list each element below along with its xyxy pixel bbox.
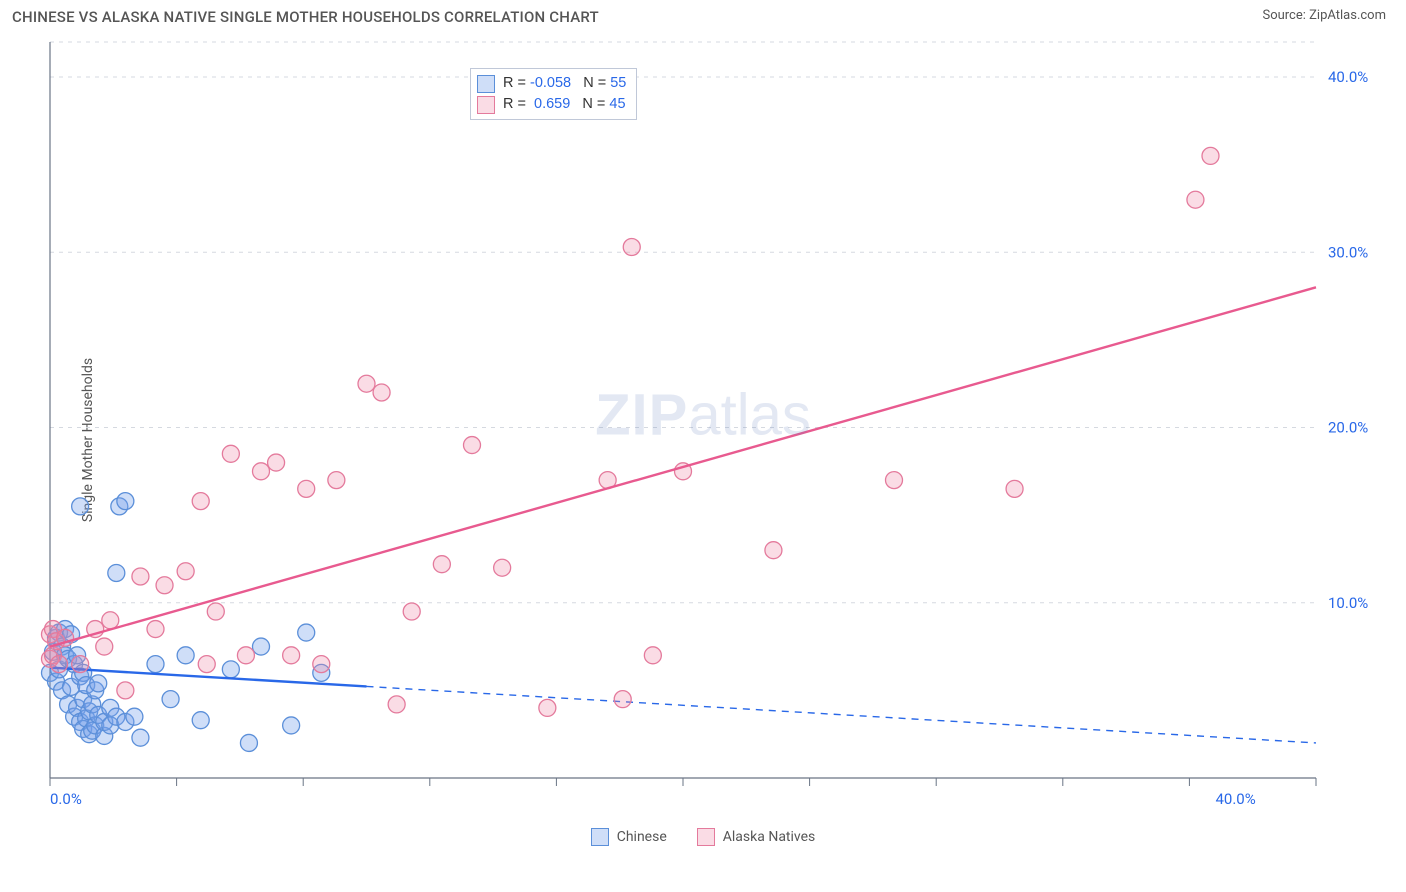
data-point [268, 454, 285, 471]
data-point [1187, 191, 1204, 208]
stats-text: R = -0.058 N = 55 [503, 73, 626, 94]
data-point [494, 559, 511, 576]
data-point [1202, 147, 1219, 164]
regression-line [50, 287, 1316, 646]
stats-text: R = 0.659 N = 45 [503, 94, 626, 115]
y-tick-label: 10.0% [1328, 594, 1368, 612]
data-point [433, 556, 450, 573]
stats-legend-row: R = 0.659 N = 45 [477, 94, 626, 115]
data-point [126, 708, 143, 725]
legend-swatch [477, 75, 495, 93]
data-point [162, 691, 179, 708]
data-point [222, 661, 239, 678]
data-point [253, 463, 270, 480]
data-point [388, 696, 405, 713]
data-point [765, 542, 782, 559]
data-point [240, 734, 257, 751]
data-point [328, 472, 345, 489]
chart-title: CHINESE VS ALASKA NATIVE SINGLE MOTHER H… [12, 8, 599, 26]
y-tick-label: 30.0% [1328, 243, 1368, 261]
stats-legend-row: R = -0.058 N = 55 [477, 73, 626, 94]
y-tick-label: 40.0% [1328, 68, 1368, 86]
data-point [132, 729, 149, 746]
data-point [283, 647, 300, 664]
data-point [207, 603, 224, 620]
data-point [886, 472, 903, 489]
legend-item: Chinese [591, 828, 667, 846]
data-point [623, 239, 640, 256]
data-point [192, 712, 209, 729]
chart-header: CHINESE VS ALASKA NATIVE SINGLE MOTHER H… [0, 0, 1406, 30]
y-tick-label: 20.0% [1328, 419, 1368, 437]
data-point [237, 647, 254, 664]
data-point [539, 699, 556, 716]
data-point [177, 647, 194, 664]
data-point [117, 682, 134, 699]
data-point [117, 493, 134, 510]
legend-swatch [697, 828, 715, 846]
x-tick-label: 40.0% [1215, 790, 1255, 808]
data-point [102, 612, 119, 629]
legend-swatch [477, 96, 495, 114]
data-point [192, 493, 209, 510]
legend-swatch [591, 828, 609, 846]
data-point [253, 638, 270, 655]
data-point [156, 577, 173, 594]
data-point [298, 480, 315, 497]
data-point [51, 656, 68, 673]
data-point [373, 384, 390, 401]
data-point [1006, 480, 1023, 497]
data-point [222, 445, 239, 462]
data-point [464, 437, 481, 454]
data-point [96, 638, 113, 655]
correlation-stats-legend: R = -0.058 N = 55R = 0.659 N = 45 [470, 68, 637, 120]
data-point [614, 691, 631, 708]
legend-label: Alaska Natives [723, 829, 816, 845]
data-point [108, 564, 125, 581]
series-legend: Chinese Alaska Natives [0, 828, 1406, 846]
legend-label: Chinese [617, 829, 667, 845]
data-point [298, 624, 315, 641]
data-point [72, 656, 89, 673]
data-point [313, 656, 330, 673]
data-point [177, 563, 194, 580]
data-point [132, 568, 149, 585]
chart-area: Single Mother Households 10.0%20.0%30.0%… [0, 30, 1406, 850]
data-point [147, 621, 164, 638]
data-point [644, 647, 661, 664]
data-point [198, 656, 215, 673]
data-point [147, 656, 164, 673]
legend-item: Alaska Natives [697, 828, 816, 846]
data-point [358, 375, 375, 392]
data-point [72, 498, 89, 515]
source-attribution: Source: ZipAtlas.com [1262, 8, 1386, 23]
x-tick-label: 0.0% [50, 790, 82, 808]
data-point [90, 675, 107, 692]
scatter-plot-svg: 10.0% 20.0% 30.0% 40.0% 0.0% 40.0% [38, 30, 1388, 820]
data-point [403, 603, 420, 620]
regression-line-extrapolated [367, 686, 1317, 743]
data-point [283, 717, 300, 734]
